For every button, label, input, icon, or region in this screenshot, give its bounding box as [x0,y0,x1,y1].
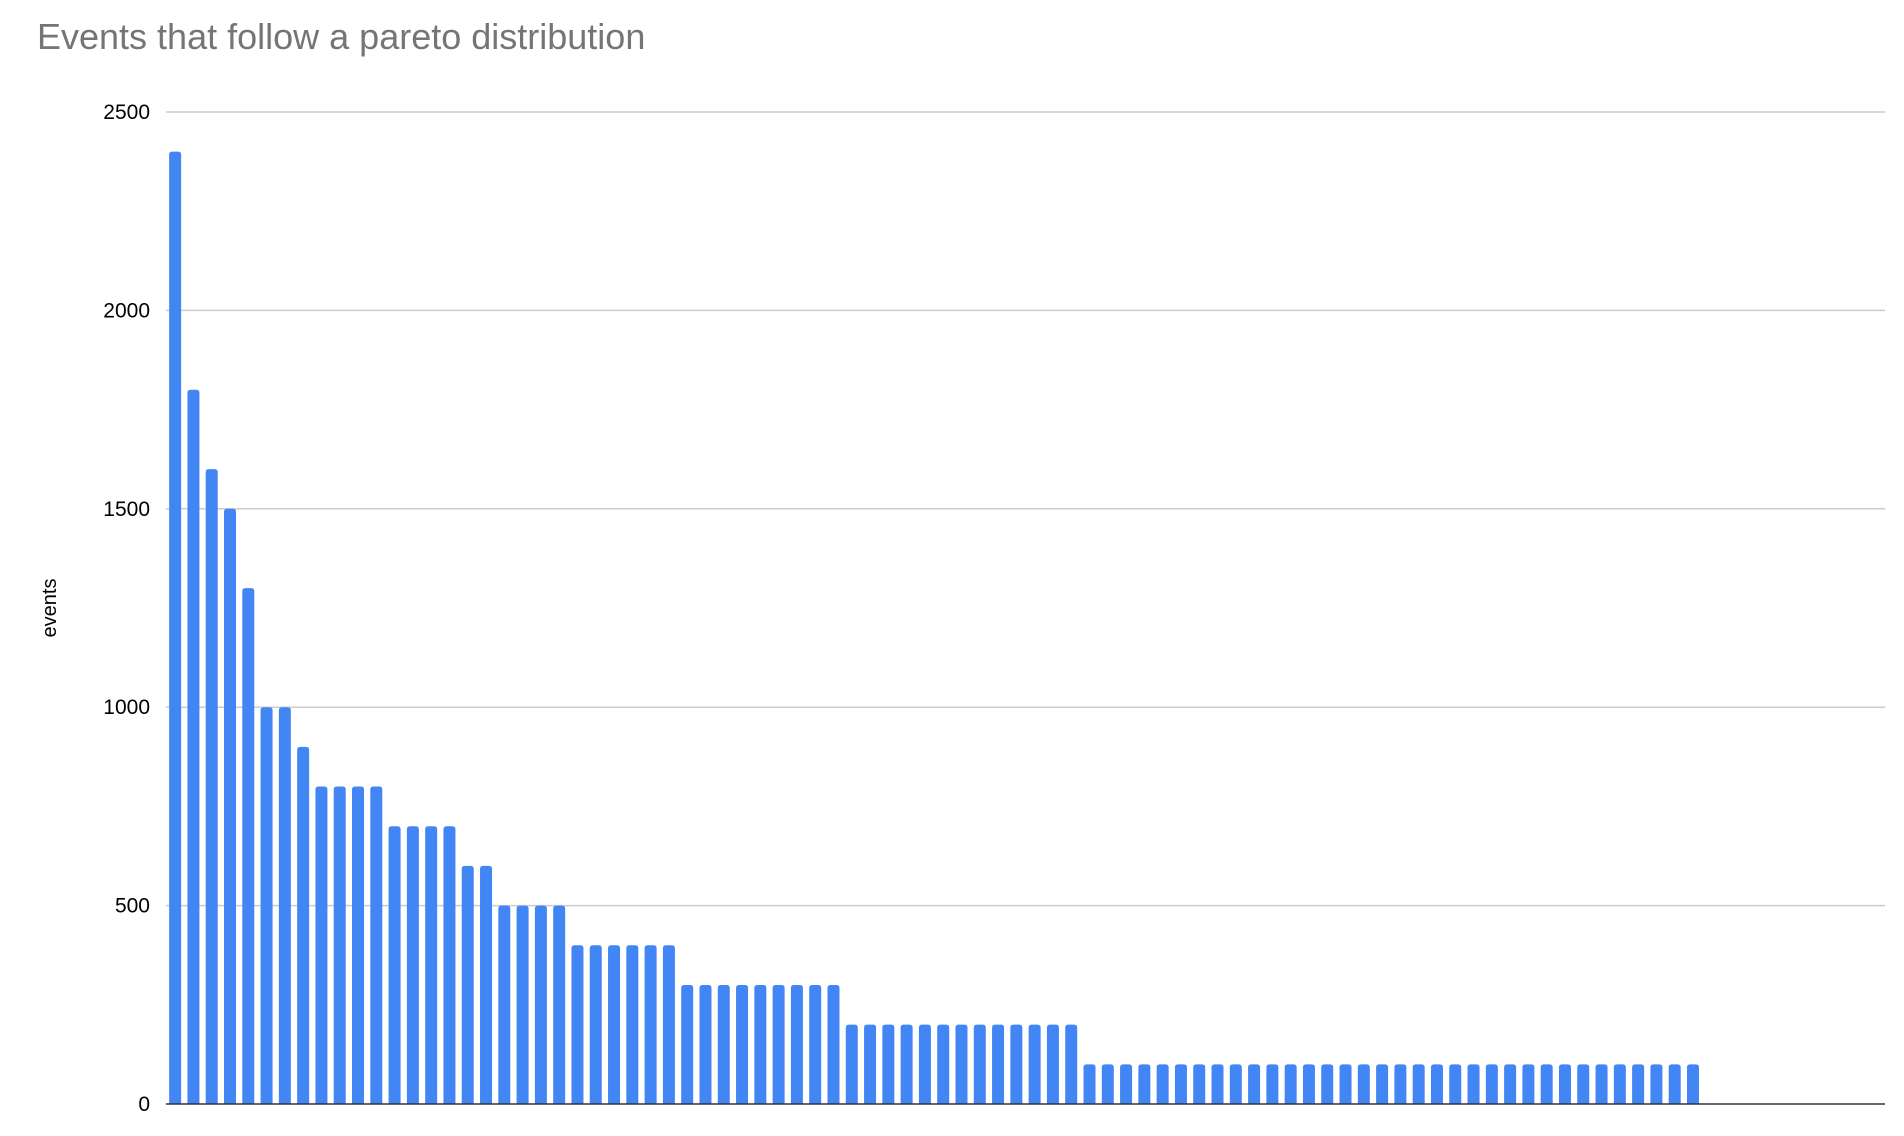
bar [1083,1064,1096,1104]
bar [205,469,218,1104]
bar [1065,1024,1078,1104]
y-tick-label: 1000 [103,696,150,719]
bar [1430,1064,1443,1104]
y-tick-label: 500 [115,895,150,918]
bar [1412,1064,1425,1104]
bar [827,984,840,1104]
bar [1010,1024,1023,1104]
bar [516,905,529,1104]
bar [1321,1064,1334,1104]
bar [790,984,803,1104]
bar [498,905,511,1104]
bar [1211,1064,1224,1104]
bar [443,826,456,1104]
bar [1193,1064,1206,1104]
bar [1266,1064,1279,1104]
bar [1357,1064,1370,1104]
bar [1632,1064,1645,1104]
bar [608,945,621,1104]
bar [1376,1064,1389,1104]
bar [973,1024,986,1104]
bar [388,826,401,1104]
bar [845,1024,858,1104]
bar [242,588,255,1104]
bar [955,1024,968,1104]
bar [553,905,566,1104]
bar [992,1024,1005,1104]
y-tick-label: 2500 [103,101,150,124]
bar [644,945,657,1104]
bar [1101,1064,1114,1104]
bar [1156,1064,1169,1104]
bar [425,826,438,1104]
bar [1248,1064,1261,1104]
bar [1138,1064,1151,1104]
bar [699,984,712,1104]
bar [1577,1064,1590,1104]
bar [754,984,767,1104]
bar [169,151,182,1104]
bar [772,984,785,1104]
bar [736,984,749,1104]
bar [187,389,200,1104]
bar [352,786,365,1104]
bar [461,865,474,1104]
bar [918,1024,931,1104]
bar [589,945,602,1104]
bar [662,945,675,1104]
bar [534,905,547,1104]
bar [406,826,419,1104]
y-tick-label: 0 [138,1093,150,1116]
bar [864,1024,877,1104]
bar [1028,1024,1041,1104]
bar [1540,1064,1553,1104]
bar [315,786,328,1104]
bar [1046,1024,1059,1104]
bar [1302,1064,1315,1104]
bar [1558,1064,1571,1104]
bar [1394,1064,1407,1104]
bar [1449,1064,1462,1104]
bar [224,508,237,1104]
bar [1120,1064,1133,1104]
bar [809,984,822,1104]
chart-title: Events that follow a pareto distribution [37,16,646,57]
bar [717,984,730,1104]
bar [937,1024,950,1104]
bar [1504,1064,1517,1104]
bar [333,786,346,1104]
bar [1668,1064,1681,1104]
bar [480,865,493,1104]
bar [1485,1064,1498,1104]
bar [1174,1064,1187,1104]
bar [571,945,584,1104]
y-axis-label: events [39,579,61,638]
bar [278,707,291,1104]
bar [370,786,383,1104]
bar [1595,1064,1608,1104]
bar [681,984,694,1104]
bar [900,1024,913,1104]
bar [297,746,310,1104]
bar [1229,1064,1242,1104]
bar [1686,1064,1699,1104]
bar [1284,1064,1297,1104]
bar [1522,1064,1535,1104]
bar [882,1024,895,1104]
bar [1467,1064,1480,1104]
bar [1613,1064,1626,1104]
y-tick-label: 2000 [103,299,150,322]
bar [1339,1064,1352,1104]
y-tick-label: 1500 [103,498,150,521]
bar [260,707,273,1104]
bar [626,945,639,1104]
bar [1650,1064,1663,1104]
